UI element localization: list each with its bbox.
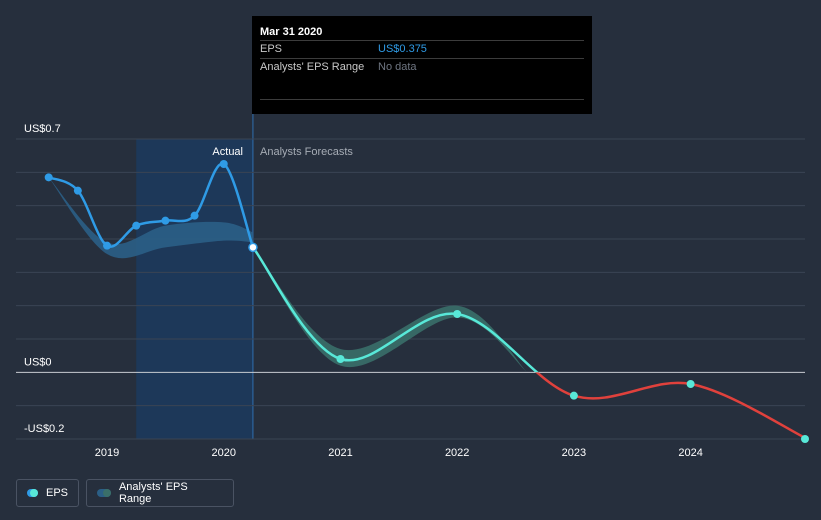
- eps-legend-icon: [27, 489, 38, 497]
- eps-actual-point: [44, 173, 53, 182]
- actual-label: Actual: [212, 146, 243, 158]
- x-axis-labels: 2019 2020 2021 2022 2023 2024: [95, 447, 703, 459]
- y-axis-labels: US$0.7 US$0 -US$0.2: [24, 123, 64, 435]
- x-tick-label: 2019: [95, 447, 119, 459]
- eps-actual-point: [103, 241, 112, 250]
- tooltip-row-eps: EPS US$0.375: [260, 40, 584, 58]
- eps-range-bands: [48, 177, 528, 373]
- hover-tooltip: Mar 31 2020 EPS US$0.375 Analysts' EPS R…: [252, 16, 592, 114]
- y-tick-label: -US$0.2: [24, 423, 64, 435]
- tooltip-range-label: Analysts' EPS Range: [260, 61, 365, 73]
- y-tick-label: US$0: [24, 356, 52, 368]
- eps-points: [44, 160, 809, 443]
- eps-actual-point: [132, 221, 141, 230]
- tooltip-eps-label: EPS: [260, 43, 283, 55]
- tooltip-divider: [260, 99, 584, 100]
- eps-forecast-line-negative: [535, 372, 808, 441]
- tooltip-eps-value: US$0.375: [378, 43, 427, 55]
- eps-forecast-point-negative: [569, 391, 578, 400]
- x-tick-label: 2021: [328, 447, 352, 459]
- forecast-label: Analysts Forecasts: [260, 146, 353, 158]
- highlight-band: [136, 139, 253, 439]
- y-tick-label: US$0.7: [24, 123, 61, 135]
- eps-chart: US$0.7US$0-US$0.2 2019 2020 2021 2022 2023 20…: [16, 114, 809, 459]
- eps-actual-point: [190, 211, 199, 220]
- legend-eps-label: EPS: [45, 487, 68, 499]
- eps-forecast-point-negative: [801, 435, 809, 443]
- grid-lines: [16, 138, 805, 440]
- eps-forecast-point: [336, 355, 345, 363]
- x-tick-label: 2020: [212, 447, 236, 459]
- tooltip-range-value: No data: [378, 61, 417, 73]
- range-legend-icon: [97, 489, 111, 497]
- eps-hover-point: [248, 242, 258, 253]
- tooltip-row-range: Analysts' EPS Range No data: [260, 58, 584, 76]
- eps-forecast-point: [453, 310, 462, 318]
- eps-forecast-line-positive: [251, 246, 539, 373]
- eps-forecast-point-negative: [686, 380, 695, 388]
- x-tick-label: 2024: [678, 447, 702, 459]
- legend-eps-toggle[interactable]: EPS: [16, 479, 79, 507]
- eps-range-band: [252, 247, 528, 373]
- x-tick-label: 2022: [445, 447, 469, 459]
- x-tick-label: 2023: [562, 447, 586, 459]
- eps-actual-point: [161, 216, 170, 225]
- legend-range-label: Analysts' EPS Range: [118, 481, 188, 505]
- tooltip-date: Mar 31 2020: [260, 26, 323, 38]
- eps-actual-point: [73, 186, 82, 195]
- eps-actual-point: [219, 160, 228, 168]
- legend-range-toggle[interactable]: Analysts' EPS Range: [86, 479, 234, 507]
